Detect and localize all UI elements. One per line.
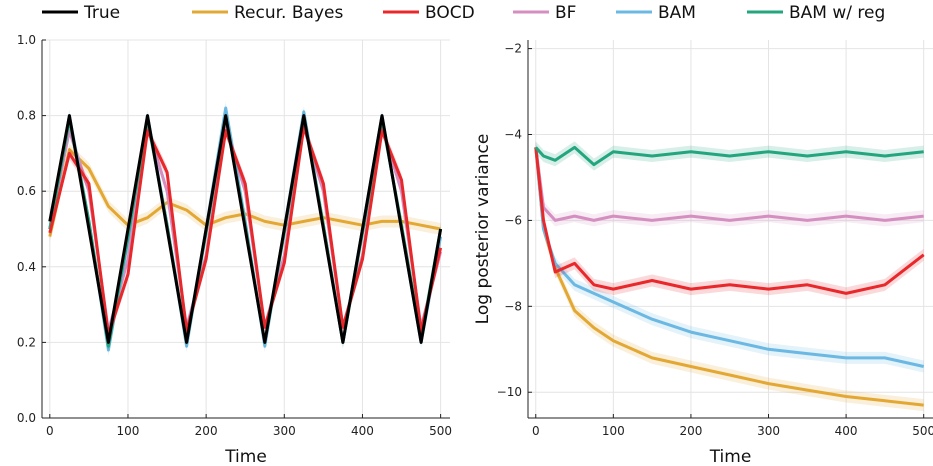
xtick-label-0: 0 [532,424,540,438]
ytick-label-1: 0.2 [17,335,36,349]
legend-label-2: BOCD [425,3,475,23]
band-recur-bayes [535,141,924,412]
line-true [48,114,443,344]
left-panel-true-signal-tracking: 0 100 200 300 400 500 0.0 0.2 0.4 0.6 0.8 1.0 Time [17,33,452,466]
ytick-label-2: 0.4 [17,260,36,274]
xtick-label-2: 200 [679,424,702,438]
ytick-label-4: −2 [504,42,522,56]
xtick-label-0: 0 [46,424,54,438]
ytick-label-2: −6 [504,213,522,227]
line-bam-w-reg [534,145,924,167]
legend-label-0: True [83,3,120,23]
line-recur-bayes [534,147,924,407]
y-axis-label: Log posterior variance [473,134,493,325]
ytick-label-1: −8 [504,299,522,313]
x-axis-label: Time [224,447,267,466]
line-bocd [534,147,925,295]
legend: True Recur. Bayes BOCD BF BAM BAM w/ reg [42,3,885,23]
line-bocd [48,125,443,337]
legend-label-4: BAM [658,3,696,23]
ytick-label-3: 0.6 [17,184,36,198]
xtick-label-5: 500 [912,424,933,438]
ytick-label-0: −10 [497,385,522,399]
band-bf [535,141,924,227]
line-bam [534,147,925,368]
xtick-label-2: 200 [195,424,218,438]
band-bam [535,141,924,373]
x-axis-label: Time [709,447,752,466]
ytick-label-4: 0.8 [17,109,36,123]
legend-label-5: BAM w/ reg [789,3,885,23]
xtick-label-3: 300 [757,424,780,438]
xtick-label-1: 100 [117,424,140,438]
xtick-label-4: 400 [351,424,374,438]
legend-label-1: Recur. Bayes [234,3,343,23]
ytick-label-3: −4 [504,128,522,142]
xtick-label-4: 400 [835,424,858,438]
right-panel-log-posterior-variance: 0 100 200 300 400 500 −10 −8 −6 −4 −2 Time Log poste… [473,40,933,466]
line-bf [534,147,924,222]
xtick-label-1: 100 [602,424,625,438]
legend-label-3: BF [555,3,576,23]
xtick-label-3: 300 [273,424,296,438]
ytick-label-0: 0.0 [17,411,36,425]
ytick-label-5: 1.0 [17,33,36,47]
xtick-label-5: 500 [429,424,452,438]
